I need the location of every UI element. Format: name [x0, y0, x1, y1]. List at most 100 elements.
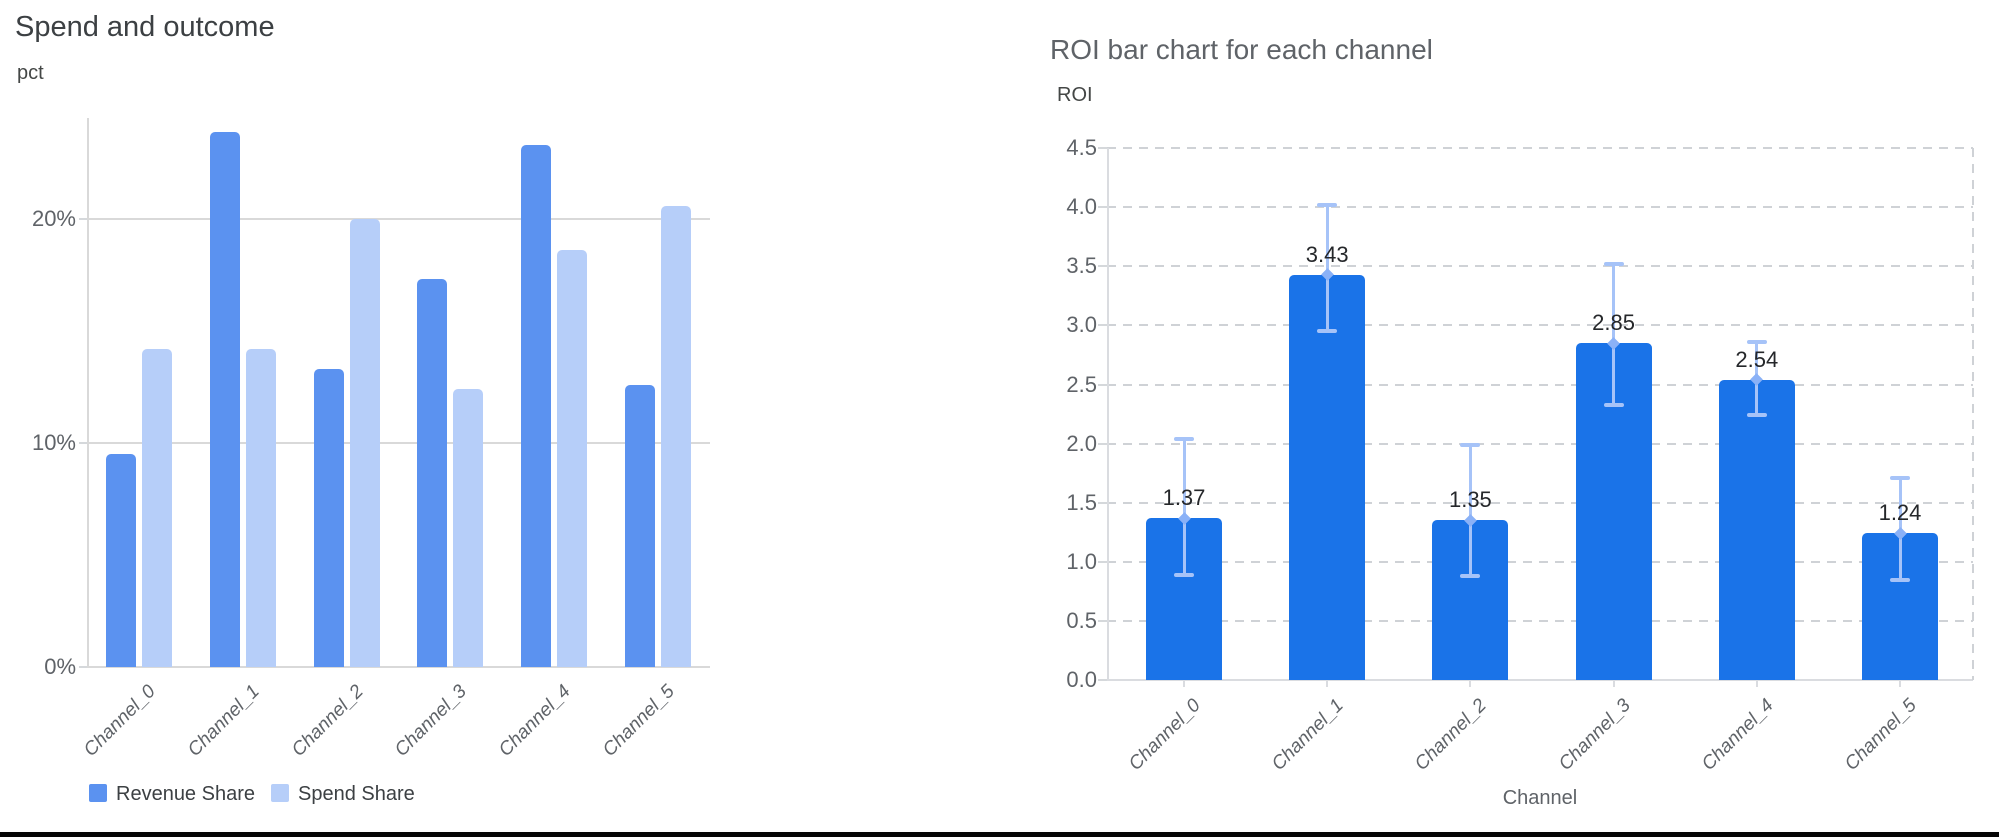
y-tick-label: 20%: [31, 206, 76, 231]
error-bar-cap-top: [1460, 442, 1481, 447]
x-tick-label: Channel_5: [1841, 695, 1921, 775]
x-axis-tick: [1612, 680, 1615, 687]
y-axis-tick: [1098, 324, 1107, 327]
gridline: [1107, 324, 1973, 327]
error-bar-cap-bottom: [1317, 329, 1338, 334]
x-axis-line: [1107, 679, 1973, 681]
bar-value-label: 2.54: [1735, 346, 1779, 372]
bar-revenue-share-channel_3: [417, 279, 448, 667]
x-axis-tick: [1899, 680, 1901, 687]
bar-revenue-share-channel_4: [521, 145, 552, 667]
y-axis-tick: [1098, 147, 1107, 150]
y-tick-label: 0.0: [1066, 667, 1097, 692]
error-bar-cap-top: [1890, 475, 1910, 480]
y-tick-label: 2.0: [1066, 430, 1097, 456]
y-axis-tick: [1098, 442, 1107, 445]
bar-spend-share-channel_3: [453, 389, 484, 667]
left-chart-y-axis-unit: pct: [17, 62, 44, 84]
x-tick-label: Channel_4: [1697, 695, 1778, 775]
y-axis-tick: [1098, 560, 1107, 563]
error-bar-cap-bottom: [1460, 573, 1481, 578]
error-bar-cap-top: [1174, 436, 1194, 441]
legend-label-spend-share: Spend Share: [298, 783, 415, 805]
error-bar-cap-top: [1317, 202, 1338, 207]
y-axis-tick: [79, 218, 87, 220]
y-axis-tick: [1098, 501, 1107, 504]
legend-swatch-spend-share: [271, 784, 289, 802]
gridline: [87, 666, 710, 668]
bar-revenue-share-channel_5: [624, 384, 655, 667]
y-axis-tick: [1098, 265, 1107, 268]
x-axis-tick: [1755, 680, 1758, 687]
error-bar-cap-bottom: [1603, 402, 1624, 407]
gridline: [87, 218, 710, 220]
gridline: [1107, 442, 1973, 445]
bar-revenue-share-channel_0: [106, 454, 136, 667]
bar-spend-share-channel_5: [660, 205, 691, 667]
error-bar-cap-bottom: [1746, 413, 1767, 418]
legend-label-revenue-share: Revenue Share: [116, 783, 255, 805]
bottom-edge-bar: [0, 832, 1999, 837]
gridline: [1107, 206, 1973, 209]
y-tick-label: 2.5: [1066, 371, 1097, 397]
error-bar-cap-bottom: [1174, 572, 1194, 577]
bar-value-label: 1.24: [1878, 500, 1922, 526]
y-axis-line: [87, 118, 89, 667]
plot-right-border: [1972, 148, 1974, 680]
y-tick-label: 3.0: [1066, 312, 1097, 338]
left-chart-title: Spend and outcome: [15, 11, 275, 43]
gridline: [1107, 501, 1973, 504]
y-axis-tick: [1098, 619, 1107, 622]
y-axis-tick: [1098, 206, 1107, 209]
gridline: [1107, 383, 1973, 386]
error-bar-cap-top: [1746, 339, 1767, 344]
right-chart-y-axis-unit: ROI: [1057, 84, 1093, 106]
y-axis-tick: [1098, 383, 1107, 386]
gridline: [1107, 560, 1973, 563]
bar-spend-share-channel_4: [557, 250, 588, 667]
x-tick-label: Channel_1: [1268, 695, 1349, 775]
error-bar-cap-bottom: [1890, 577, 1910, 582]
right-chart-title: ROI bar chart for each channel: [1050, 34, 1433, 65]
y-axis-tick: [1098, 679, 1107, 681]
bar-value-label: 1.37: [1162, 485, 1206, 511]
y-axis-tick: [79, 666, 87, 668]
y-axis-line: [1107, 148, 1109, 680]
y-tick-label: 1.0: [1066, 548, 1097, 574]
error-bar-line: [1182, 438, 1186, 575]
y-tick-label: 1.5: [1066, 489, 1097, 515]
error-bar-line: [1468, 444, 1472, 576]
gridline: [1107, 265, 1973, 268]
x-axis-tick: [1183, 680, 1185, 687]
y-axis-tick: [79, 442, 87, 444]
x-tick-label: Channel_0: [1125, 695, 1205, 775]
bar-value-label: 2.85: [1592, 310, 1635, 336]
gridline: [1107, 147, 1973, 150]
bar-spend-share-channel_0: [142, 348, 172, 667]
bar-value-label: 1.35: [1448, 487, 1492, 513]
error-bar-line: [1325, 204, 1329, 332]
x-axis-tick: [1326, 680, 1329, 687]
bar-roi-channel_4: [1718, 379, 1795, 680]
gridline: [87, 442, 710, 444]
y-tick-label: 4.0: [1066, 194, 1097, 220]
y-tick-label: 0.5: [1066, 607, 1097, 633]
bar-value-label: 3.43: [1305, 241, 1349, 267]
x-axis-tick: [1469, 680, 1472, 687]
y-tick-label: 4.5: [1066, 135, 1097, 161]
right-chart-x-axis-title: Channel: [1502, 787, 1578, 809]
legend-swatch-revenue-share: [89, 784, 107, 802]
y-tick-label: 0%: [44, 654, 76, 679]
bar-roi-channel_1: [1289, 274, 1366, 680]
error-bar-line: [1612, 263, 1616, 405]
x-tick-label: Channel_3: [1554, 695, 1635, 775]
x-tick-label: Channel_2: [1411, 695, 1492, 775]
bar-spend-share-channel_1: [245, 348, 276, 667]
bar-revenue-share-channel_2: [313, 369, 344, 667]
y-tick-label: 10%: [31, 430, 76, 455]
gridline: [1107, 619, 1973, 622]
